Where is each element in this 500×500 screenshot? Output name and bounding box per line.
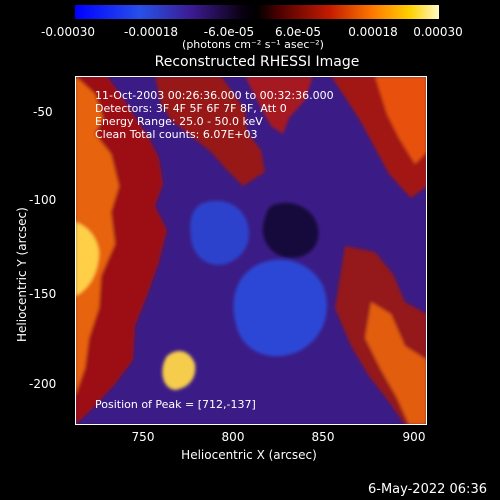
heatmap-red-band-top-center [245,76,313,134]
annotation-line-4: Clean Total counts: 6.07E+03 [95,128,258,141]
heatmap-orange-band-right [375,76,427,164]
peak-annotation: Position of Peak = [712,-137] [95,398,256,411]
plot-frame [75,76,427,425]
heatmap-blue-patch-1 [233,259,327,357]
colorbar-tick-label-4: 6.0e-05 [274,25,322,39]
heatmap-orange-band-lower-right [365,302,427,425]
heatmap-yellow-hotspot-lower-left [162,350,196,390]
colorbar-tick-labels: -0.00030 -0.00018 -6.0e-05 6.0e-05 0.000… [0,25,500,41]
x-axis-tick-label-3: 850 [311,430,335,444]
heatmap-blue-patch-2 [190,200,249,265]
colorbar-tick-label-6: 0.00030 [413,25,463,39]
annotation-line-3: Energy Range: 25.0 - 50.0 keV [95,115,263,128]
heatmap-orange-band-left [75,76,119,396]
annotation-line-2: Detectors: 3F 4F 5F 6F 7F 8F, Att 0 [95,102,287,115]
colorbar-units-label: (photons cm⁻² s⁻¹ asec⁻²) [182,38,324,51]
y-axis-tick-label-2: -100 [29,193,57,207]
x-axis-tick-label-4: 900 [402,430,426,444]
x-axis-tick-labels: 750 800 850 900 [0,430,500,448]
x-axis-label: Heliocentric X (arcsec) [181,448,317,462]
colorbar-tick-label-5: 0.00018 [348,25,398,39]
y-axis-tick-label-3: -150 [29,287,57,301]
heatmap-dark-patch-1 [262,202,319,258]
colorbar-tick-label-3: -6.0e-05 [203,25,255,39]
colorbar-tick-label-2: -0.00018 [124,25,178,39]
x-axis-tick-label-2: 800 [221,430,245,444]
annotation-block: 11-Oct-2003 00:26:36.000 to 00:32:36.000… [95,89,334,141]
heatmap-layer-shapes [75,76,427,425]
x-axis-tick-label-1: 750 [131,430,155,444]
timestamp-label: 6-May-2022 06:36 [368,482,487,497]
chart-title: Reconstructed RHESSI Image [154,54,360,70]
colorbar-tick-label-1: -0.00030 [41,25,95,39]
y-axis-tick-labels: -50 -100 -150 -200 [0,0,75,500]
y-axis-label: Heliocentric Y (arcsec) [15,207,29,342]
heatmap-yellow-hotspot-left [75,222,99,296]
colorbar [75,4,439,19]
y-axis-tick-label-4: -200 [29,377,57,391]
colorbar-fill [75,5,439,19]
colorbar-svg [75,5,439,19]
heatmap-red-band-mid [155,76,265,186]
heatmap-svg [75,76,427,425]
y-axis-tick-label-1: -50 [33,105,53,119]
annotation-line-1: 11-Oct-2003 00:26:36.000 to 00:32:36.000 [95,89,334,102]
